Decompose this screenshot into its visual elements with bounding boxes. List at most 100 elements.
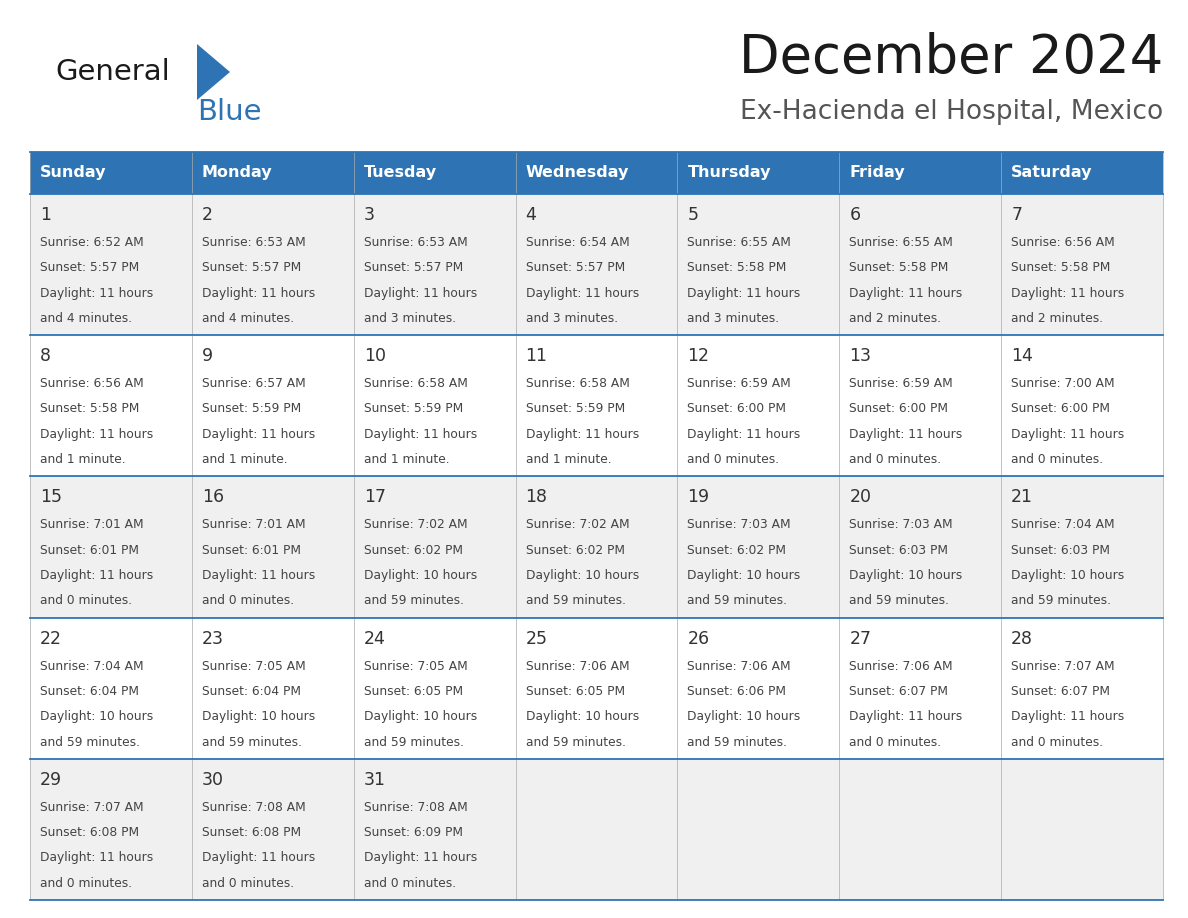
Text: Blue: Blue bbox=[197, 98, 261, 126]
Bar bbox=[191, 152, 354, 194]
Bar bbox=[30, 759, 1163, 900]
Text: and 3 minutes.: and 3 minutes. bbox=[364, 312, 456, 325]
Text: and 0 minutes.: and 0 minutes. bbox=[202, 877, 293, 890]
Text: Sunrise: 7:08 AM: Sunrise: 7:08 AM bbox=[202, 800, 305, 813]
Text: 7: 7 bbox=[1011, 206, 1022, 224]
Text: and 59 minutes.: and 59 minutes. bbox=[688, 735, 788, 748]
Text: Sunset: 6:07 PM: Sunset: 6:07 PM bbox=[849, 685, 948, 698]
Text: Sunset: 5:57 PM: Sunset: 5:57 PM bbox=[525, 262, 625, 274]
Text: Sunset: 5:57 PM: Sunset: 5:57 PM bbox=[202, 262, 301, 274]
Text: 29: 29 bbox=[40, 771, 62, 789]
Text: Sunrise: 6:53 AM: Sunrise: 6:53 AM bbox=[202, 236, 305, 249]
Text: and 0 minutes.: and 0 minutes. bbox=[1011, 453, 1104, 466]
Text: 4: 4 bbox=[525, 206, 537, 224]
Text: 3: 3 bbox=[364, 206, 374, 224]
Text: Sunset: 5:59 PM: Sunset: 5:59 PM bbox=[202, 402, 301, 416]
Text: 31: 31 bbox=[364, 771, 386, 789]
Text: Daylight: 11 hours: Daylight: 11 hours bbox=[40, 851, 153, 865]
Text: Sunset: 5:59 PM: Sunset: 5:59 PM bbox=[364, 402, 463, 416]
Text: Sunset: 5:58 PM: Sunset: 5:58 PM bbox=[1011, 262, 1111, 274]
Text: Daylight: 11 hours: Daylight: 11 hours bbox=[1011, 428, 1124, 441]
Text: and 59 minutes.: and 59 minutes. bbox=[1011, 594, 1111, 608]
Text: 10: 10 bbox=[364, 347, 386, 365]
Text: Sunrise: 7:06 AM: Sunrise: 7:06 AM bbox=[525, 660, 630, 673]
Text: Daylight: 11 hours: Daylight: 11 hours bbox=[849, 286, 962, 299]
Text: Daylight: 11 hours: Daylight: 11 hours bbox=[364, 428, 476, 441]
Text: 1: 1 bbox=[40, 206, 51, 224]
Text: Sunrise: 7:01 AM: Sunrise: 7:01 AM bbox=[40, 519, 144, 532]
Text: Daylight: 10 hours: Daylight: 10 hours bbox=[688, 711, 801, 723]
Text: and 4 minutes.: and 4 minutes. bbox=[40, 312, 132, 325]
Text: Sunrise: 6:59 AM: Sunrise: 6:59 AM bbox=[849, 377, 953, 390]
Text: 15: 15 bbox=[40, 488, 62, 507]
Text: 6: 6 bbox=[849, 206, 860, 224]
Text: Sunset: 6:02 PM: Sunset: 6:02 PM bbox=[364, 543, 462, 556]
Text: 5: 5 bbox=[688, 206, 699, 224]
Bar bbox=[354, 152, 516, 194]
Text: Sunrise: 6:55 AM: Sunrise: 6:55 AM bbox=[849, 236, 953, 249]
Text: Sunrise: 6:58 AM: Sunrise: 6:58 AM bbox=[364, 377, 468, 390]
Text: 24: 24 bbox=[364, 630, 386, 647]
Text: Sunrise: 7:05 AM: Sunrise: 7:05 AM bbox=[364, 660, 467, 673]
Text: and 59 minutes.: and 59 minutes. bbox=[40, 735, 140, 748]
Text: Daylight: 11 hours: Daylight: 11 hours bbox=[525, 286, 639, 299]
Text: Sunset: 6:02 PM: Sunset: 6:02 PM bbox=[525, 543, 625, 556]
Text: and 59 minutes.: and 59 minutes. bbox=[364, 594, 463, 608]
Text: Sunrise: 7:03 AM: Sunrise: 7:03 AM bbox=[849, 519, 953, 532]
Bar bbox=[30, 194, 1163, 335]
Text: Sunset: 6:02 PM: Sunset: 6:02 PM bbox=[688, 543, 786, 556]
Text: and 3 minutes.: and 3 minutes. bbox=[688, 312, 779, 325]
Text: 16: 16 bbox=[202, 488, 225, 507]
Text: Daylight: 11 hours: Daylight: 11 hours bbox=[688, 286, 801, 299]
Text: Sunrise: 7:01 AM: Sunrise: 7:01 AM bbox=[202, 519, 305, 532]
Text: and 59 minutes.: and 59 minutes. bbox=[525, 735, 626, 748]
Text: Sunrise: 6:58 AM: Sunrise: 6:58 AM bbox=[525, 377, 630, 390]
Text: 27: 27 bbox=[849, 630, 871, 647]
Text: Sunrise: 6:55 AM: Sunrise: 6:55 AM bbox=[688, 236, 791, 249]
Text: and 59 minutes.: and 59 minutes. bbox=[688, 594, 788, 608]
Text: Sunset: 6:03 PM: Sunset: 6:03 PM bbox=[1011, 543, 1110, 556]
Text: December 2024: December 2024 bbox=[739, 32, 1163, 84]
Text: and 2 minutes.: and 2 minutes. bbox=[849, 312, 941, 325]
Text: and 4 minutes.: and 4 minutes. bbox=[202, 312, 293, 325]
Text: Sunset: 6:08 PM: Sunset: 6:08 PM bbox=[40, 826, 139, 839]
Polygon shape bbox=[197, 44, 230, 100]
Text: 21: 21 bbox=[1011, 488, 1034, 507]
Text: Daylight: 10 hours: Daylight: 10 hours bbox=[1011, 569, 1124, 582]
Text: Tuesday: Tuesday bbox=[364, 165, 437, 181]
Text: 25: 25 bbox=[525, 630, 548, 647]
Text: Daylight: 11 hours: Daylight: 11 hours bbox=[525, 428, 639, 441]
Text: Sunset: 6:05 PM: Sunset: 6:05 PM bbox=[364, 685, 463, 698]
Text: Daylight: 10 hours: Daylight: 10 hours bbox=[849, 569, 962, 582]
Text: Sunrise: 7:02 AM: Sunrise: 7:02 AM bbox=[525, 519, 630, 532]
Text: Daylight: 10 hours: Daylight: 10 hours bbox=[40, 711, 153, 723]
Text: 22: 22 bbox=[40, 630, 62, 647]
Text: Friday: Friday bbox=[849, 165, 905, 181]
Text: Sunset: 6:04 PM: Sunset: 6:04 PM bbox=[202, 685, 301, 698]
Text: Daylight: 11 hours: Daylight: 11 hours bbox=[40, 569, 153, 582]
Bar bbox=[1001, 152, 1163, 194]
Text: and 1 minute.: and 1 minute. bbox=[364, 453, 449, 466]
Text: 18: 18 bbox=[525, 488, 548, 507]
Text: 8: 8 bbox=[40, 347, 51, 365]
Text: Sunset: 6:05 PM: Sunset: 6:05 PM bbox=[525, 685, 625, 698]
Text: Thursday: Thursday bbox=[688, 165, 771, 181]
Bar bbox=[30, 476, 1163, 618]
Text: Sunset: 6:03 PM: Sunset: 6:03 PM bbox=[849, 543, 948, 556]
Text: and 0 minutes.: and 0 minutes. bbox=[688, 453, 779, 466]
Bar bbox=[30, 618, 1163, 759]
Text: Sunset: 5:57 PM: Sunset: 5:57 PM bbox=[40, 262, 139, 274]
Text: Sunrise: 6:54 AM: Sunrise: 6:54 AM bbox=[525, 236, 630, 249]
Text: Daylight: 10 hours: Daylight: 10 hours bbox=[202, 711, 315, 723]
Text: Daylight: 11 hours: Daylight: 11 hours bbox=[1011, 711, 1124, 723]
Text: Daylight: 10 hours: Daylight: 10 hours bbox=[688, 569, 801, 582]
Text: 13: 13 bbox=[849, 347, 871, 365]
Text: Sunrise: 7:06 AM: Sunrise: 7:06 AM bbox=[688, 660, 791, 673]
Text: Sunset: 6:08 PM: Sunset: 6:08 PM bbox=[202, 826, 301, 839]
Text: Sunset: 5:59 PM: Sunset: 5:59 PM bbox=[525, 402, 625, 416]
Text: and 59 minutes.: and 59 minutes. bbox=[849, 594, 949, 608]
Text: Sunrise: 7:06 AM: Sunrise: 7:06 AM bbox=[849, 660, 953, 673]
Text: Daylight: 10 hours: Daylight: 10 hours bbox=[364, 569, 476, 582]
Text: and 0 minutes.: and 0 minutes. bbox=[1011, 735, 1104, 748]
Text: Daylight: 11 hours: Daylight: 11 hours bbox=[849, 428, 962, 441]
